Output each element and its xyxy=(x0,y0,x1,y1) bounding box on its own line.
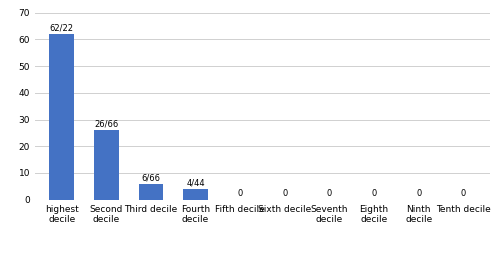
Bar xyxy=(50,34,74,200)
Text: 6/66: 6/66 xyxy=(142,173,161,182)
Text: 62/22: 62/22 xyxy=(50,24,74,33)
Text: 4/44: 4/44 xyxy=(186,178,205,187)
Text: 0: 0 xyxy=(416,189,422,198)
Bar xyxy=(184,189,208,200)
Text: 0: 0 xyxy=(238,189,243,198)
Text: 0: 0 xyxy=(372,189,376,198)
Bar xyxy=(94,130,118,200)
Bar xyxy=(138,184,163,200)
Text: 0: 0 xyxy=(460,189,466,198)
Text: 0: 0 xyxy=(282,189,288,198)
Text: 26/66: 26/66 xyxy=(94,120,118,129)
Text: 0: 0 xyxy=(327,189,332,198)
